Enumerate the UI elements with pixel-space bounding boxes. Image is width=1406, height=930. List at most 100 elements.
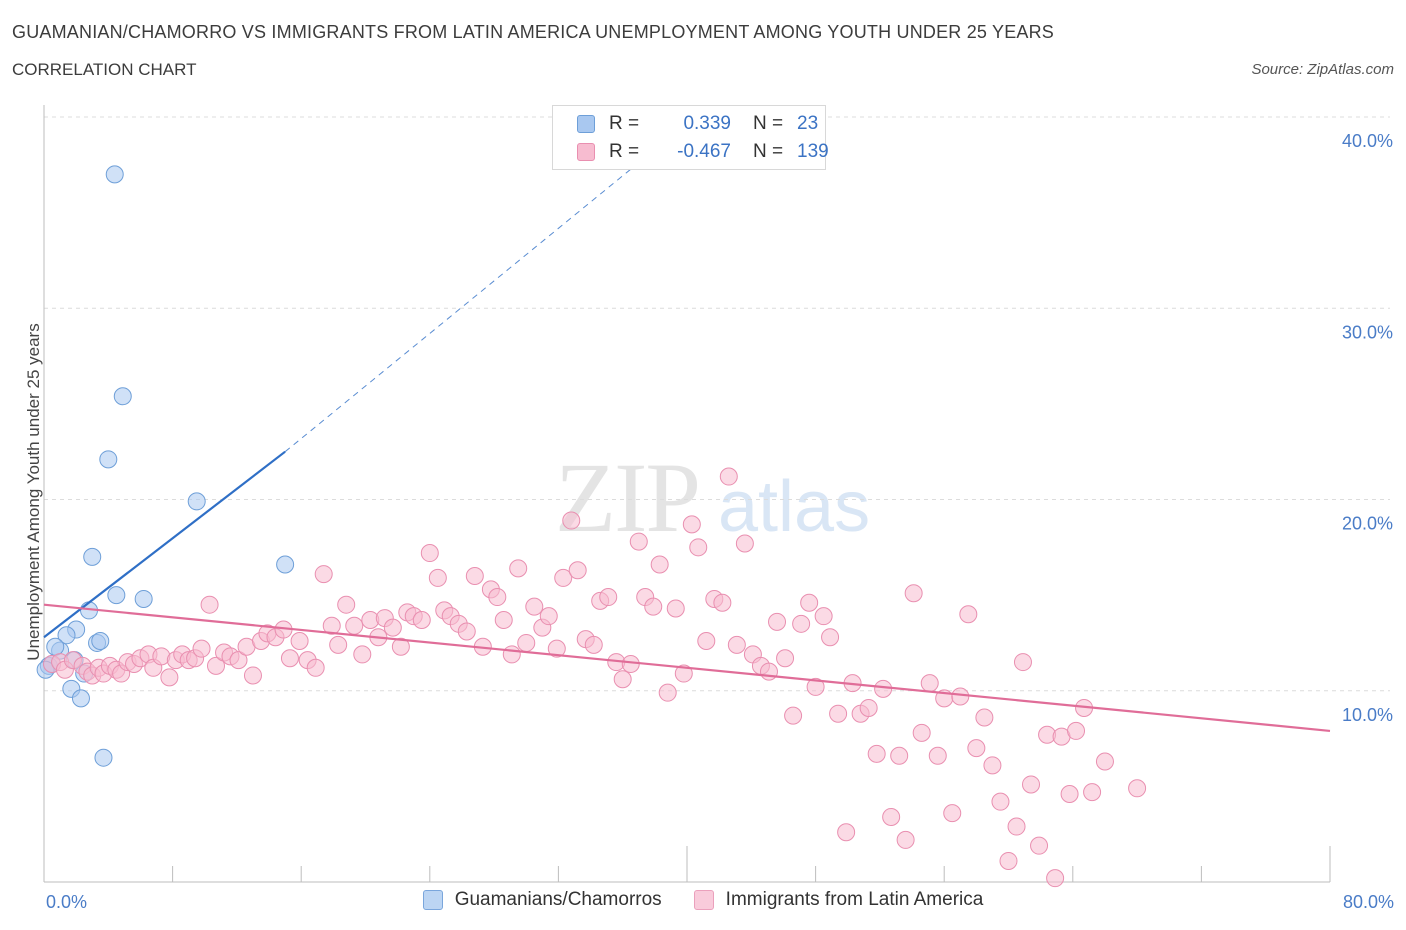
latin-america-point (629, 532, 648, 551)
latin-america-point (959, 605, 978, 624)
latin-america-point (345, 616, 364, 635)
latin-america-point (759, 662, 778, 681)
latin-america-point (928, 746, 947, 765)
r-value: -0.467 (677, 141, 731, 162)
latin-america-point (383, 618, 402, 637)
latin-america-point (192, 639, 211, 658)
watermark-atlas: atlas (718, 467, 871, 547)
latin-america-point (1128, 779, 1147, 798)
latin-america-point (160, 668, 179, 687)
stats-row-guamanian: R = 0.339 N = 23 (577, 111, 818, 137)
latin-america-point (517, 633, 536, 652)
latin-america-point (1067, 721, 1086, 740)
latin-america-point (874, 679, 893, 698)
stats-row-latin-america: R = -0.467 N = 139 (577, 139, 829, 165)
latin-america-point (967, 739, 986, 758)
latin-america-point (599, 588, 618, 607)
latin-america-point (999, 851, 1018, 870)
legend-swatch-pink (693, 890, 714, 910)
latin-america-point (1060, 785, 1079, 804)
latin-america-point (1083, 783, 1102, 802)
latin-america-point (890, 746, 909, 765)
latin-america-point (697, 632, 716, 651)
guamanian-point (99, 450, 118, 469)
y-tick-label: 20.0% (1342, 514, 1393, 534)
latin-america-point (1095, 752, 1114, 771)
latin-america-point (682, 515, 701, 534)
latin-america-point (735, 534, 754, 553)
latin-america-point (650, 555, 669, 574)
source-credit: Source: ZipAtlas.com (1251, 61, 1394, 78)
guamanian-point (107, 586, 126, 605)
guamanian-point (105, 165, 124, 184)
latin-america-point (539, 607, 558, 626)
latin-america-point (644, 597, 663, 616)
latin-america-point (837, 823, 856, 842)
latin-america-point (337, 595, 356, 614)
latin-america-point (951, 687, 970, 706)
legend-item-guamanians: Guamanians/Chamorros (422, 889, 662, 911)
guamanian-point (94, 748, 113, 767)
latin-america-point (1030, 836, 1049, 855)
latin-america-point (412, 610, 431, 629)
latin-america-point (814, 607, 833, 626)
latin-america-point (306, 658, 325, 677)
y-tick-label: 30.0% (1342, 322, 1393, 342)
latin-america-point (983, 756, 1002, 775)
latin-america-point (727, 635, 746, 654)
latin-america-point (1007, 817, 1026, 836)
latin-america-point (494, 610, 513, 629)
latin-america-point (200, 595, 219, 614)
latin-america-point (584, 635, 603, 654)
latin-america-point (689, 538, 708, 557)
latin-america-point (207, 656, 226, 675)
chart-subtitle: CORRELATION CHART (12, 60, 197, 79)
latin-america-point (776, 649, 795, 668)
latin-america-point (867, 744, 886, 763)
latin-america-point (904, 584, 923, 603)
r-label: R = (609, 113, 640, 134)
latin-america-point (784, 706, 803, 725)
latin-america-point (509, 559, 528, 578)
latin-america-point (896, 830, 915, 849)
latin-america-point (674, 664, 693, 683)
latin-america-point (502, 645, 521, 664)
guamanian-point (134, 589, 153, 608)
watermark-zip: ZIP (555, 442, 701, 553)
latin-america-point (1013, 653, 1032, 672)
latin-america-point (920, 674, 939, 693)
latin-america-point (912, 723, 931, 742)
r-value: 0.339 (683, 113, 731, 134)
guamanian-point (46, 637, 65, 656)
latin-america-point (391, 637, 410, 656)
n-value: 139 (797, 141, 829, 162)
legend-label: Immigrants from Latin America (725, 889, 984, 910)
latin-america-point (547, 639, 566, 658)
latin-america-point (229, 651, 248, 670)
legend-item-latin-america: Immigrants from Latin America (693, 889, 984, 911)
latin-america-point (806, 677, 825, 696)
legend-label: Guamanians/Chamorros (454, 889, 662, 910)
guamanian-point (113, 387, 132, 406)
latin-america-point (719, 467, 738, 486)
legend-swatch-pink (577, 143, 595, 161)
n-value: 23 (797, 113, 819, 134)
latin-america-point (465, 567, 484, 585)
guamanian-point (187, 492, 206, 511)
latin-america-point (975, 708, 994, 727)
latin-america-point (420, 544, 439, 563)
guamanian-point (91, 632, 110, 651)
latin-america-point (829, 704, 848, 723)
latin-america-point (621, 654, 640, 673)
latin-america-point (713, 593, 732, 612)
latin-america-point (554, 568, 573, 587)
latin-america-point (1046, 869, 1065, 888)
y-tick-label: 40.0% (1342, 131, 1393, 151)
chart-title: GUAMANIAN/CHAMORRO VS IMMIGRANTS FROM LA… (12, 22, 1055, 42)
latin-america-point (525, 597, 544, 616)
guamanian-trend-extension (284, 149, 656, 453)
latin-america-point (821, 628, 840, 647)
latin-america-point (768, 612, 787, 631)
latin-america-point (329, 635, 348, 654)
latin-america-point (322, 616, 341, 635)
